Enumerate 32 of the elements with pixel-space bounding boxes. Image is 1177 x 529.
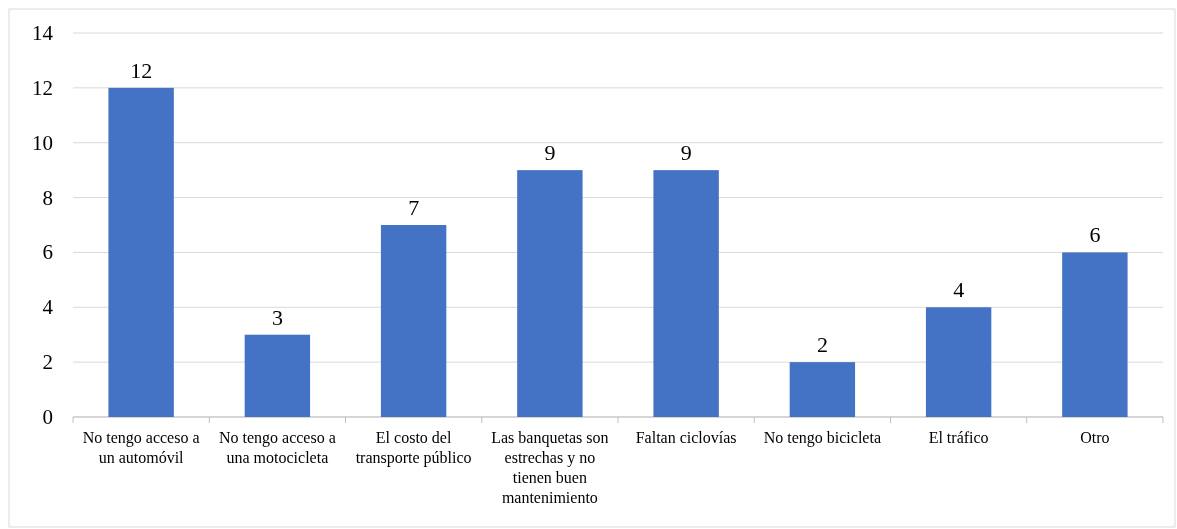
x-tick-label: El costo del transporte público — [355, 429, 472, 467]
bar — [1062, 252, 1128, 417]
data-label: 6 — [1089, 222, 1101, 248]
y-tick-label: 14 — [32, 21, 54, 45]
data-label: 9 — [544, 140, 556, 166]
bar — [517, 170, 583, 417]
bar — [653, 170, 719, 417]
bar — [925, 307, 992, 417]
bar — [380, 225, 447, 417]
x-tick-label: Las banquetas son estrechas y no tienen buen mantenimiento — [491, 429, 609, 506]
data-label: 4 — [953, 277, 965, 303]
y-tick-label: 8 — [42, 185, 53, 210]
bar — [789, 362, 856, 417]
data-label: 3 — [271, 304, 283, 330]
x-tick-label: No tengo acceso a una motocicleta — [218, 429, 336, 466]
x-tick-label: El tráfico — [928, 429, 989, 446]
x-tick-label: No tengo acceso a un automóvil — [82, 429, 200, 466]
bar — [108, 87, 174, 417]
data-label: 7 — [408, 195, 420, 220]
x-tick-label: Otro — [1080, 429, 1110, 446]
data-label: 9 — [680, 140, 692, 166]
y-tick-label: 2 — [42, 350, 53, 375]
x-tick-label: Faltan ciclovías — [635, 429, 737, 446]
data-label: 12 — [130, 57, 153, 83]
data-label: 2 — [816, 332, 828, 358]
y-tick-label: 4 — [42, 295, 54, 320]
y-tick-label: 12 — [32, 75, 53, 100]
y-tick-label: 0 — [42, 405, 53, 429]
bar — [244, 334, 311, 417]
y-tick-label: 6 — [42, 240, 53, 265]
x-tick-label: No tengo bicicleta — [763, 429, 882, 447]
y-tick-label: 10 — [32, 130, 53, 155]
